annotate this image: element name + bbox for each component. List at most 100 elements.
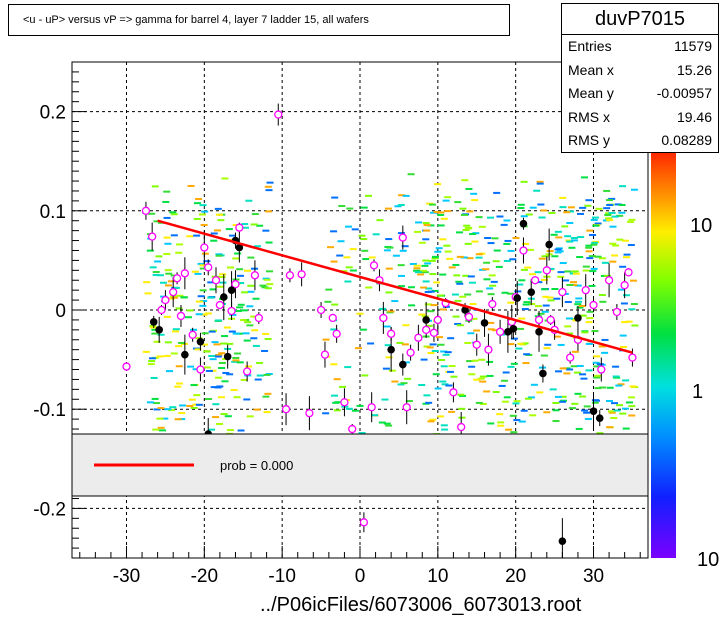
- histogram-bin: [214, 386, 222, 389]
- profile-point-magenta: [316, 305, 326, 315]
- histogram-bin: [190, 328, 198, 331]
- profile-point-magenta: [328, 313, 337, 323]
- histogram-bin: [215, 213, 223, 216]
- histogram-bin: [187, 185, 195, 188]
- histogram-bin: [435, 247, 443, 250]
- histogram-bin: [199, 304, 207, 307]
- histogram-bin: [605, 199, 613, 202]
- histogram-bin: [332, 401, 340, 404]
- histogram-bin: [247, 256, 255, 259]
- histogram-bin: [193, 217, 201, 220]
- histogram-bin: [469, 233, 477, 236]
- x-tick-label: 30: [583, 566, 604, 587]
- histogram-bin: [554, 248, 562, 251]
- profile-point-black: [181, 350, 189, 359]
- histogram-bin: [216, 423, 224, 426]
- histogram-bin: [445, 384, 453, 387]
- histogram-bin: [186, 235, 194, 238]
- histogram-bin: [437, 415, 445, 418]
- histogram-bin: [324, 300, 332, 303]
- color-scale: [651, 150, 676, 558]
- histogram-bin: [628, 405, 636, 408]
- histogram-bin: [391, 300, 399, 303]
- histogram-bin: [439, 308, 447, 311]
- histogram-bin: [217, 219, 225, 222]
- histogram-bin: [568, 407, 576, 410]
- histogram-bin: [483, 390, 491, 393]
- profile-point-magenta: [157, 305, 166, 315]
- histogram-bin: [232, 332, 240, 335]
- histogram-bin: [158, 429, 166, 432]
- histogram-bin: [251, 213, 259, 216]
- y-tick-label: -0.2: [33, 499, 66, 520]
- histogram-bin: [431, 289, 439, 292]
- histogram-bin: [629, 279, 637, 282]
- stats-value: 15.26: [676, 61, 712, 78]
- histogram-bin: [619, 334, 627, 337]
- histogram-bin: [226, 342, 234, 345]
- histogram-bin: [170, 213, 178, 216]
- histogram-bin: [404, 377, 412, 380]
- histogram-bin: [501, 379, 509, 382]
- histogram-bin: [459, 295, 467, 298]
- histogram-bin: [391, 380, 399, 383]
- histogram-bin: [620, 346, 628, 349]
- histogram-bin: [606, 219, 614, 222]
- histogram-bin: [503, 242, 511, 245]
- histogram-bin: [622, 294, 630, 297]
- profile-point-black: [227, 286, 236, 294]
- histogram-bin: [385, 356, 393, 359]
- histogram-bin: [190, 406, 198, 409]
- stats-value: 11579: [674, 38, 712, 54]
- histogram-bin: [215, 253, 223, 256]
- histogram-bin: [241, 223, 249, 226]
- histogram-bin: [331, 394, 339, 397]
- histogram-bin: [236, 361, 244, 364]
- histogram-bin: [199, 264, 207, 267]
- histogram-bin: [264, 338, 272, 341]
- histogram-bin: [397, 264, 405, 267]
- histogram-bin: [262, 277, 270, 280]
- histogram-bin: [186, 404, 194, 407]
- profile-point-magenta: [519, 246, 528, 255]
- histogram-bin: [429, 418, 437, 421]
- histogram-bin: [232, 257, 240, 260]
- histogram-bin: [402, 194, 410, 197]
- histogram-bin: [170, 296, 178, 299]
- histogram-bin: [250, 223, 258, 226]
- histogram-bin: [612, 365, 620, 368]
- histogram-bin: [487, 293, 495, 296]
- profile-point-magenta: [386, 329, 396, 338]
- histogram-bin: [575, 297, 583, 300]
- histogram-bin: [464, 227, 472, 230]
- histogram-bin: [154, 260, 162, 263]
- histogram-bin: [437, 358, 445, 361]
- histogram-bin: [444, 196, 452, 199]
- histogram-bin: [608, 211, 616, 214]
- profile-point-magenta: [379, 313, 388, 323]
- histogram-bin: [345, 225, 353, 228]
- histogram-bin: [244, 321, 252, 324]
- histogram-bin: [264, 287, 272, 290]
- histogram-bin: [589, 234, 597, 237]
- histogram-bin: [548, 211, 556, 214]
- histogram-bin: [220, 342, 228, 345]
- histogram-bin: [344, 280, 352, 283]
- histogram-bin: [529, 206, 537, 209]
- histogram-bin: [498, 384, 506, 387]
- histogram-bin: [195, 313, 203, 316]
- histogram-bin: [420, 358, 428, 361]
- histogram-bin: [178, 412, 186, 415]
- histogram-bin: [442, 199, 450, 202]
- histogram-bin: [534, 305, 542, 308]
- histogram-bin: [477, 377, 485, 380]
- stats-key: Mean y: [568, 85, 614, 101]
- histogram-bin: [397, 204, 405, 207]
- histogram-bin: [565, 239, 573, 242]
- profile-point-magenta: [320, 350, 330, 359]
- histogram-bin: [451, 293, 459, 296]
- histogram-bin: [245, 199, 253, 202]
- histogram-bin: [460, 213, 468, 216]
- histogram-bin: [210, 386, 218, 389]
- histogram-bin: [538, 216, 546, 219]
